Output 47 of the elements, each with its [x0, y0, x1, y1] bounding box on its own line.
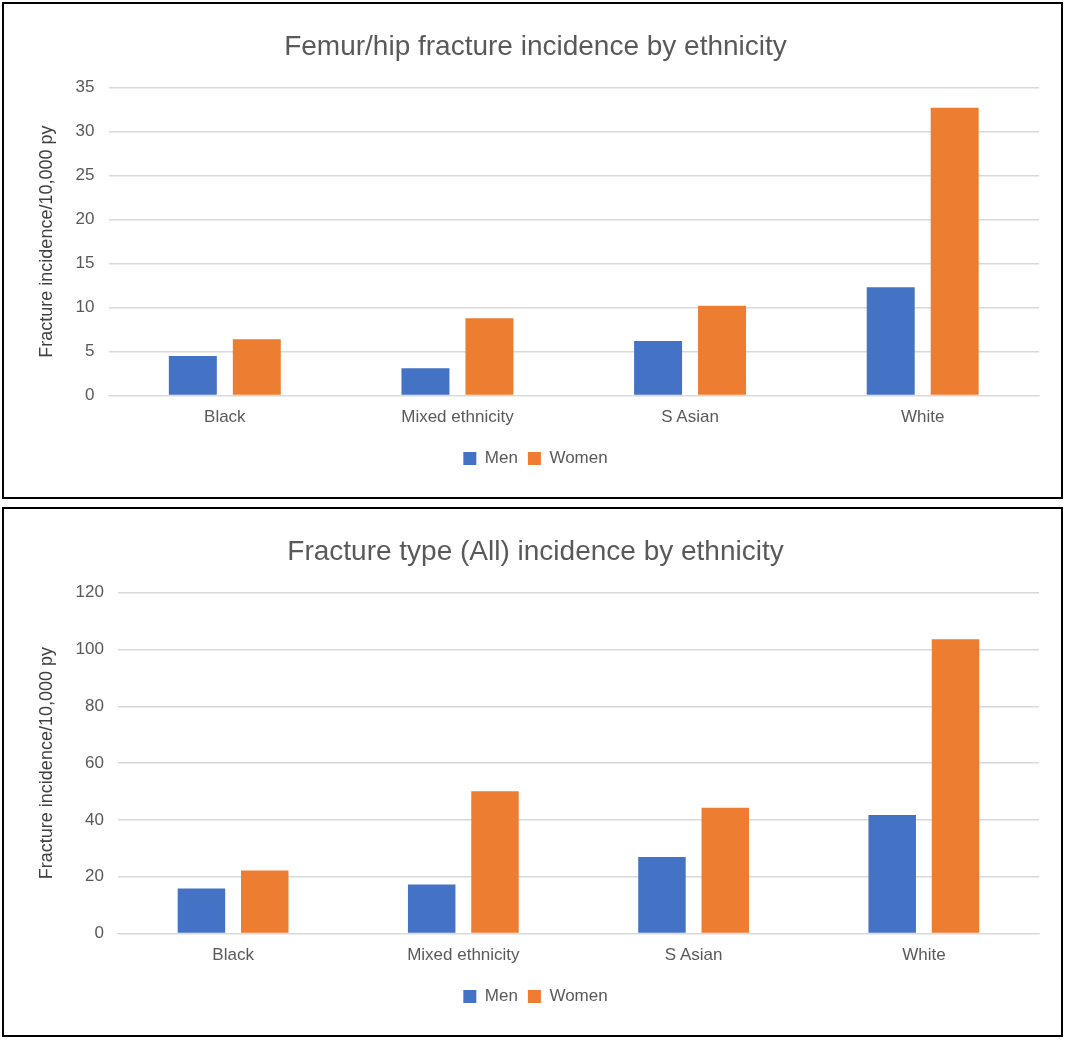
- y-tick-label: 100: [75, 639, 104, 659]
- y-tick-label: 20: [85, 866, 104, 886]
- bar: [232, 339, 281, 395]
- x-tick-label: Mixed ethnicity: [407, 945, 521, 965]
- y-tick-label: 0: [94, 923, 104, 943]
- bar: [701, 807, 750, 933]
- y-axis-title: Fracture incidence/10,000 py: [35, 647, 56, 880]
- legend-label: Men: [484, 986, 518, 1006]
- x-tick-label: S Asian: [664, 945, 723, 965]
- x-tick-label: Black: [204, 407, 247, 427]
- y-tick-label: 30: [75, 121, 95, 141]
- y-tick-label: 15: [75, 253, 95, 273]
- y-axis-title: Fracture incidence/10,000 py: [35, 125, 56, 358]
- legend-label: Men: [484, 448, 518, 468]
- y-tick-label: 80: [85, 695, 104, 715]
- x-tick-label: Black: [212, 945, 255, 965]
- legend-label: Women: [549, 448, 608, 468]
- y-tick-label: 35: [75, 77, 95, 97]
- chart-title: Fracture type (All) incidence by ethnicity: [287, 534, 784, 566]
- x-tick-label: Mixed ethnicity: [401, 407, 515, 427]
- bar: [931, 639, 980, 933]
- bar: [930, 107, 979, 395]
- bar: [241, 870, 289, 933]
- bar: [634, 341, 683, 395]
- y-tick-label: 5: [85, 341, 95, 361]
- x-tick-label: White: [902, 945, 946, 965]
- y-tick-label: 25: [75, 165, 95, 185]
- bar: [407, 884, 456, 933]
- bar: [698, 305, 747, 395]
- bar: [177, 888, 226, 933]
- y-tick-label: 10: [75, 297, 95, 317]
- bar: [638, 856, 686, 933]
- bar: [868, 815, 916, 933]
- chart-title: Femur/hip fracture incidence by ethnicity: [284, 29, 787, 61]
- bar: [168, 356, 217, 395]
- bar: [401, 368, 450, 395]
- y-tick-label: 120: [75, 582, 104, 602]
- bar: [866, 287, 915, 395]
- bar: [465, 318, 514, 395]
- y-tick-label: 20: [75, 209, 95, 229]
- y-tick-label: 40: [85, 809, 104, 829]
- legend-label: Women: [549, 986, 608, 1006]
- x-tick-label: S Asian: [661, 407, 719, 427]
- y-tick-label: 60: [85, 752, 104, 772]
- y-tick-label: 0: [85, 385, 95, 405]
- bar: [471, 791, 519, 933]
- x-tick-label: White: [900, 407, 945, 427]
